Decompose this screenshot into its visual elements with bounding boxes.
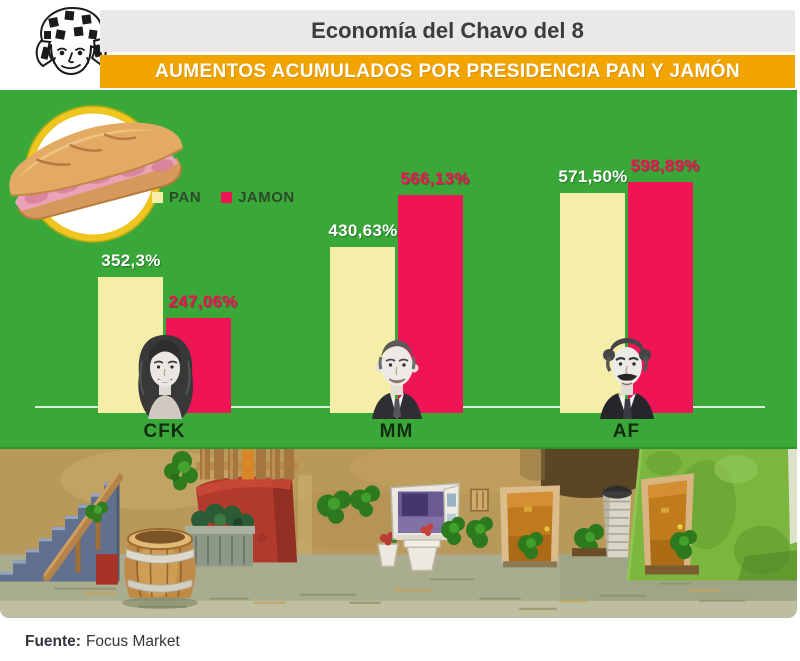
mm-portrait [372,340,422,419]
chart-legend: PAN JAMON [152,189,295,206]
legend-item-pan: PAN [152,189,201,206]
jamon-value-label: 247,06% [168,291,238,311]
title-bar: Economía del Chavo del 8 [100,10,795,52]
category-label: MM [379,421,414,442]
jamon-legend-label: JAMON [238,189,295,206]
bar-group-mm: 430,63% 566,13% MM [328,90,469,442]
cfk-portrait [138,335,193,419]
jamon-value-label: 566,13% [400,169,470,189]
pan-bar [330,247,395,413]
ham-sandwich-icon [9,105,184,243]
pan-bar [560,192,625,413]
pan-value-label: 571,50% [558,166,628,186]
category-label: AF [612,421,641,442]
subtitle-banner: AUMENTOS ACUMULADOS POR PRESIDENCIA PAN … [100,55,795,88]
source-credit: Fuente: Focus Market [25,633,180,651]
source-label: Fuente: [25,633,81,650]
page-title: Economía del Chavo del 8 [311,18,584,43]
chart-plot: PAN JAMON 352,3% 247,06% [0,90,797,447]
af-portrait [600,338,654,419]
bar-group-cfk: 352,3% 247,06% CFK [98,90,237,442]
bar-group-af: 571,50% 598,89% AF [558,90,699,442]
jamon-value-label: 598,89% [630,156,700,176]
vecindad-scene [0,447,797,617]
pan-legend-label: PAN [169,189,202,206]
legend-item-jamon: JAMON [221,189,295,206]
chavo-face-icon [35,6,107,76]
vecindad-scene-illustration [0,449,797,617]
pan-value-label: 352,3% [101,251,161,271]
pan-swatch [152,192,163,203]
category-label: CFK [143,421,186,442]
banner-text: AUMENTOS ACUMULADOS POR PRESIDENCIA PAN … [155,60,740,82]
pan-value-label: 430,63% [328,221,398,241]
jamon-swatch [221,192,233,203]
source-value: Focus Market [85,633,180,650]
